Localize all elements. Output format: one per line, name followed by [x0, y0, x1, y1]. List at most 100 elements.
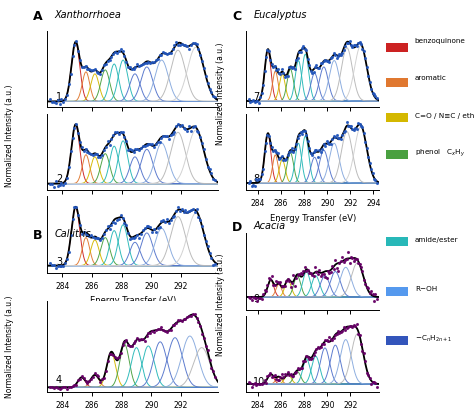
Point	[165, 327, 173, 334]
Point	[254, 97, 261, 104]
Point	[326, 141, 333, 148]
Point	[343, 324, 350, 331]
Point	[67, 232, 74, 238]
Point	[210, 176, 217, 182]
Point	[352, 125, 359, 132]
Point	[156, 138, 164, 145]
Point	[261, 377, 268, 384]
Point	[99, 375, 106, 382]
Point	[275, 377, 283, 383]
Point	[245, 95, 253, 102]
Point	[373, 179, 381, 186]
Point	[93, 235, 100, 242]
Point	[249, 381, 257, 387]
Point	[191, 40, 199, 47]
Point	[136, 63, 143, 69]
Point	[102, 367, 109, 374]
Point	[117, 212, 125, 218]
Point	[52, 178, 60, 185]
Point	[132, 234, 139, 240]
Point	[317, 149, 325, 156]
Point	[187, 313, 195, 319]
Point	[74, 211, 82, 218]
Point	[280, 282, 287, 289]
Point	[143, 223, 150, 230]
Point	[321, 337, 329, 344]
Point	[284, 368, 292, 375]
Point	[261, 148, 268, 154]
Point	[163, 216, 171, 223]
Point	[104, 358, 111, 364]
Point	[262, 53, 270, 60]
Point	[46, 181, 54, 188]
Point	[185, 313, 193, 319]
Point	[340, 259, 347, 265]
Point	[302, 352, 310, 359]
Point	[50, 183, 58, 190]
Point	[161, 50, 169, 56]
Point	[165, 50, 173, 57]
Point	[87, 151, 95, 157]
Point	[132, 338, 139, 345]
Point	[167, 216, 174, 223]
Point	[372, 380, 379, 387]
Point	[317, 60, 325, 66]
Point	[182, 125, 189, 132]
Point	[284, 73, 292, 79]
Point	[82, 146, 89, 153]
Point	[183, 313, 191, 320]
Point	[85, 65, 93, 72]
Point	[316, 345, 323, 351]
Text: 3: 3	[56, 257, 62, 267]
Text: benzoquinone: benzoquinone	[415, 38, 465, 44]
Point	[195, 46, 202, 52]
Point	[255, 176, 263, 182]
Point	[89, 67, 97, 74]
Point	[363, 63, 371, 70]
Point	[248, 297, 255, 304]
Point	[113, 129, 121, 136]
Point	[117, 129, 125, 136]
Point	[82, 62, 89, 69]
Point	[330, 133, 337, 139]
Point	[333, 132, 340, 138]
Point	[283, 372, 290, 379]
Point	[173, 39, 180, 45]
Point	[58, 262, 65, 269]
Point	[143, 332, 150, 339]
Point	[100, 147, 108, 153]
Point	[136, 235, 143, 241]
Point	[48, 99, 56, 106]
Point	[359, 123, 366, 130]
Point	[141, 225, 148, 231]
Point	[274, 150, 282, 157]
Point	[106, 351, 113, 358]
Point	[304, 354, 311, 360]
Point	[76, 222, 84, 229]
Point	[300, 358, 307, 364]
Point	[341, 327, 349, 334]
Point	[89, 152, 97, 159]
Point	[191, 311, 199, 318]
Point	[360, 48, 368, 55]
Point	[353, 43, 361, 49]
Point	[291, 282, 299, 289]
Point	[308, 151, 316, 158]
Point	[278, 66, 286, 72]
Point	[320, 141, 328, 148]
Point	[197, 216, 204, 223]
Point	[113, 216, 121, 223]
Point	[370, 297, 378, 304]
Point	[185, 123, 193, 130]
Point	[271, 63, 279, 69]
Point	[372, 177, 379, 183]
Point	[134, 335, 141, 342]
Point	[297, 270, 304, 277]
Point	[180, 42, 187, 48]
Point	[313, 269, 320, 275]
Text: phenol   C$_x$H$_y$: phenol C$_x$H$_y$	[415, 147, 465, 159]
Point	[281, 283, 289, 290]
Point	[278, 371, 286, 377]
Point	[167, 132, 174, 138]
Point	[73, 121, 80, 127]
